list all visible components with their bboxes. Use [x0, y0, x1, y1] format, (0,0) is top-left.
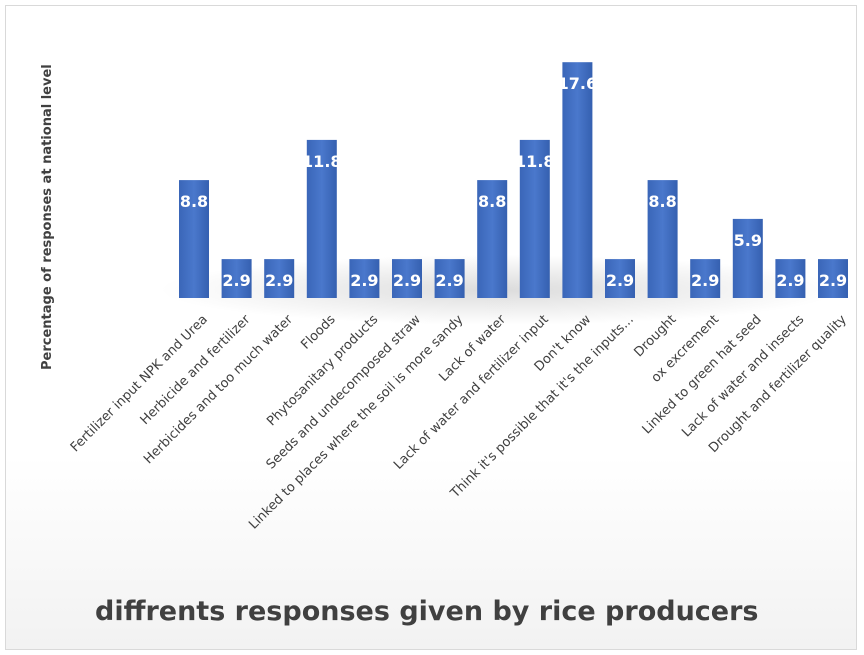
- bar: [775, 259, 806, 298]
- data-label: 8.8: [648, 192, 676, 211]
- bar: [732, 218, 763, 298]
- data-label: 2.9: [776, 271, 804, 290]
- data-label: 11.8: [515, 152, 554, 171]
- bars-layer: [179, 62, 848, 299]
- data-label: 8.8: [478, 192, 506, 211]
- data-label: 2.9: [265, 271, 293, 290]
- bar: [306, 139, 337, 298]
- bar: [264, 259, 295, 298]
- bar: [818, 259, 848, 298]
- bar: [434, 259, 465, 298]
- bar: [605, 259, 635, 298]
- data-labels-layer: 8.8 2.9 2.9 11.8 2.9 2.9 2.9 8.8 11.8 17.6 2.9 8.8 2…: [180, 74, 847, 290]
- data-label: 2.9: [819, 271, 847, 290]
- x-tick-label: Seeds and undecomposed straw: [264, 312, 425, 473]
- data-label: 2.9: [606, 271, 634, 290]
- bar: [221, 259, 252, 298]
- data-label: 17.6: [558, 74, 597, 93]
- chart-title: diffrents responses given by rice produc…: [95, 596, 759, 627]
- bar: [179, 180, 209, 298]
- data-label: 11.8: [302, 152, 341, 171]
- data-label: 5.9: [734, 231, 762, 250]
- bar: [690, 259, 721, 298]
- bar: [477, 180, 508, 298]
- data-label: 2.9: [350, 271, 378, 290]
- y-axis-title: Percentage of responses at national leve…: [40, 64, 55, 370]
- data-label: 2.9: [435, 271, 463, 290]
- bar: [562, 62, 593, 299]
- data-label: 8.8: [180, 192, 208, 211]
- chart-area: [5, 5, 857, 650]
- x-tick-label: Lack of water and fertilizer input: [391, 312, 552, 473]
- data-label: 2.9: [222, 271, 250, 290]
- bar: [519, 139, 550, 298]
- bar: [392, 259, 422, 298]
- data-label: 2.9: [691, 271, 719, 290]
- bar: [647, 180, 678, 298]
- bar: [349, 259, 380, 298]
- data-label: 2.9: [393, 271, 421, 290]
